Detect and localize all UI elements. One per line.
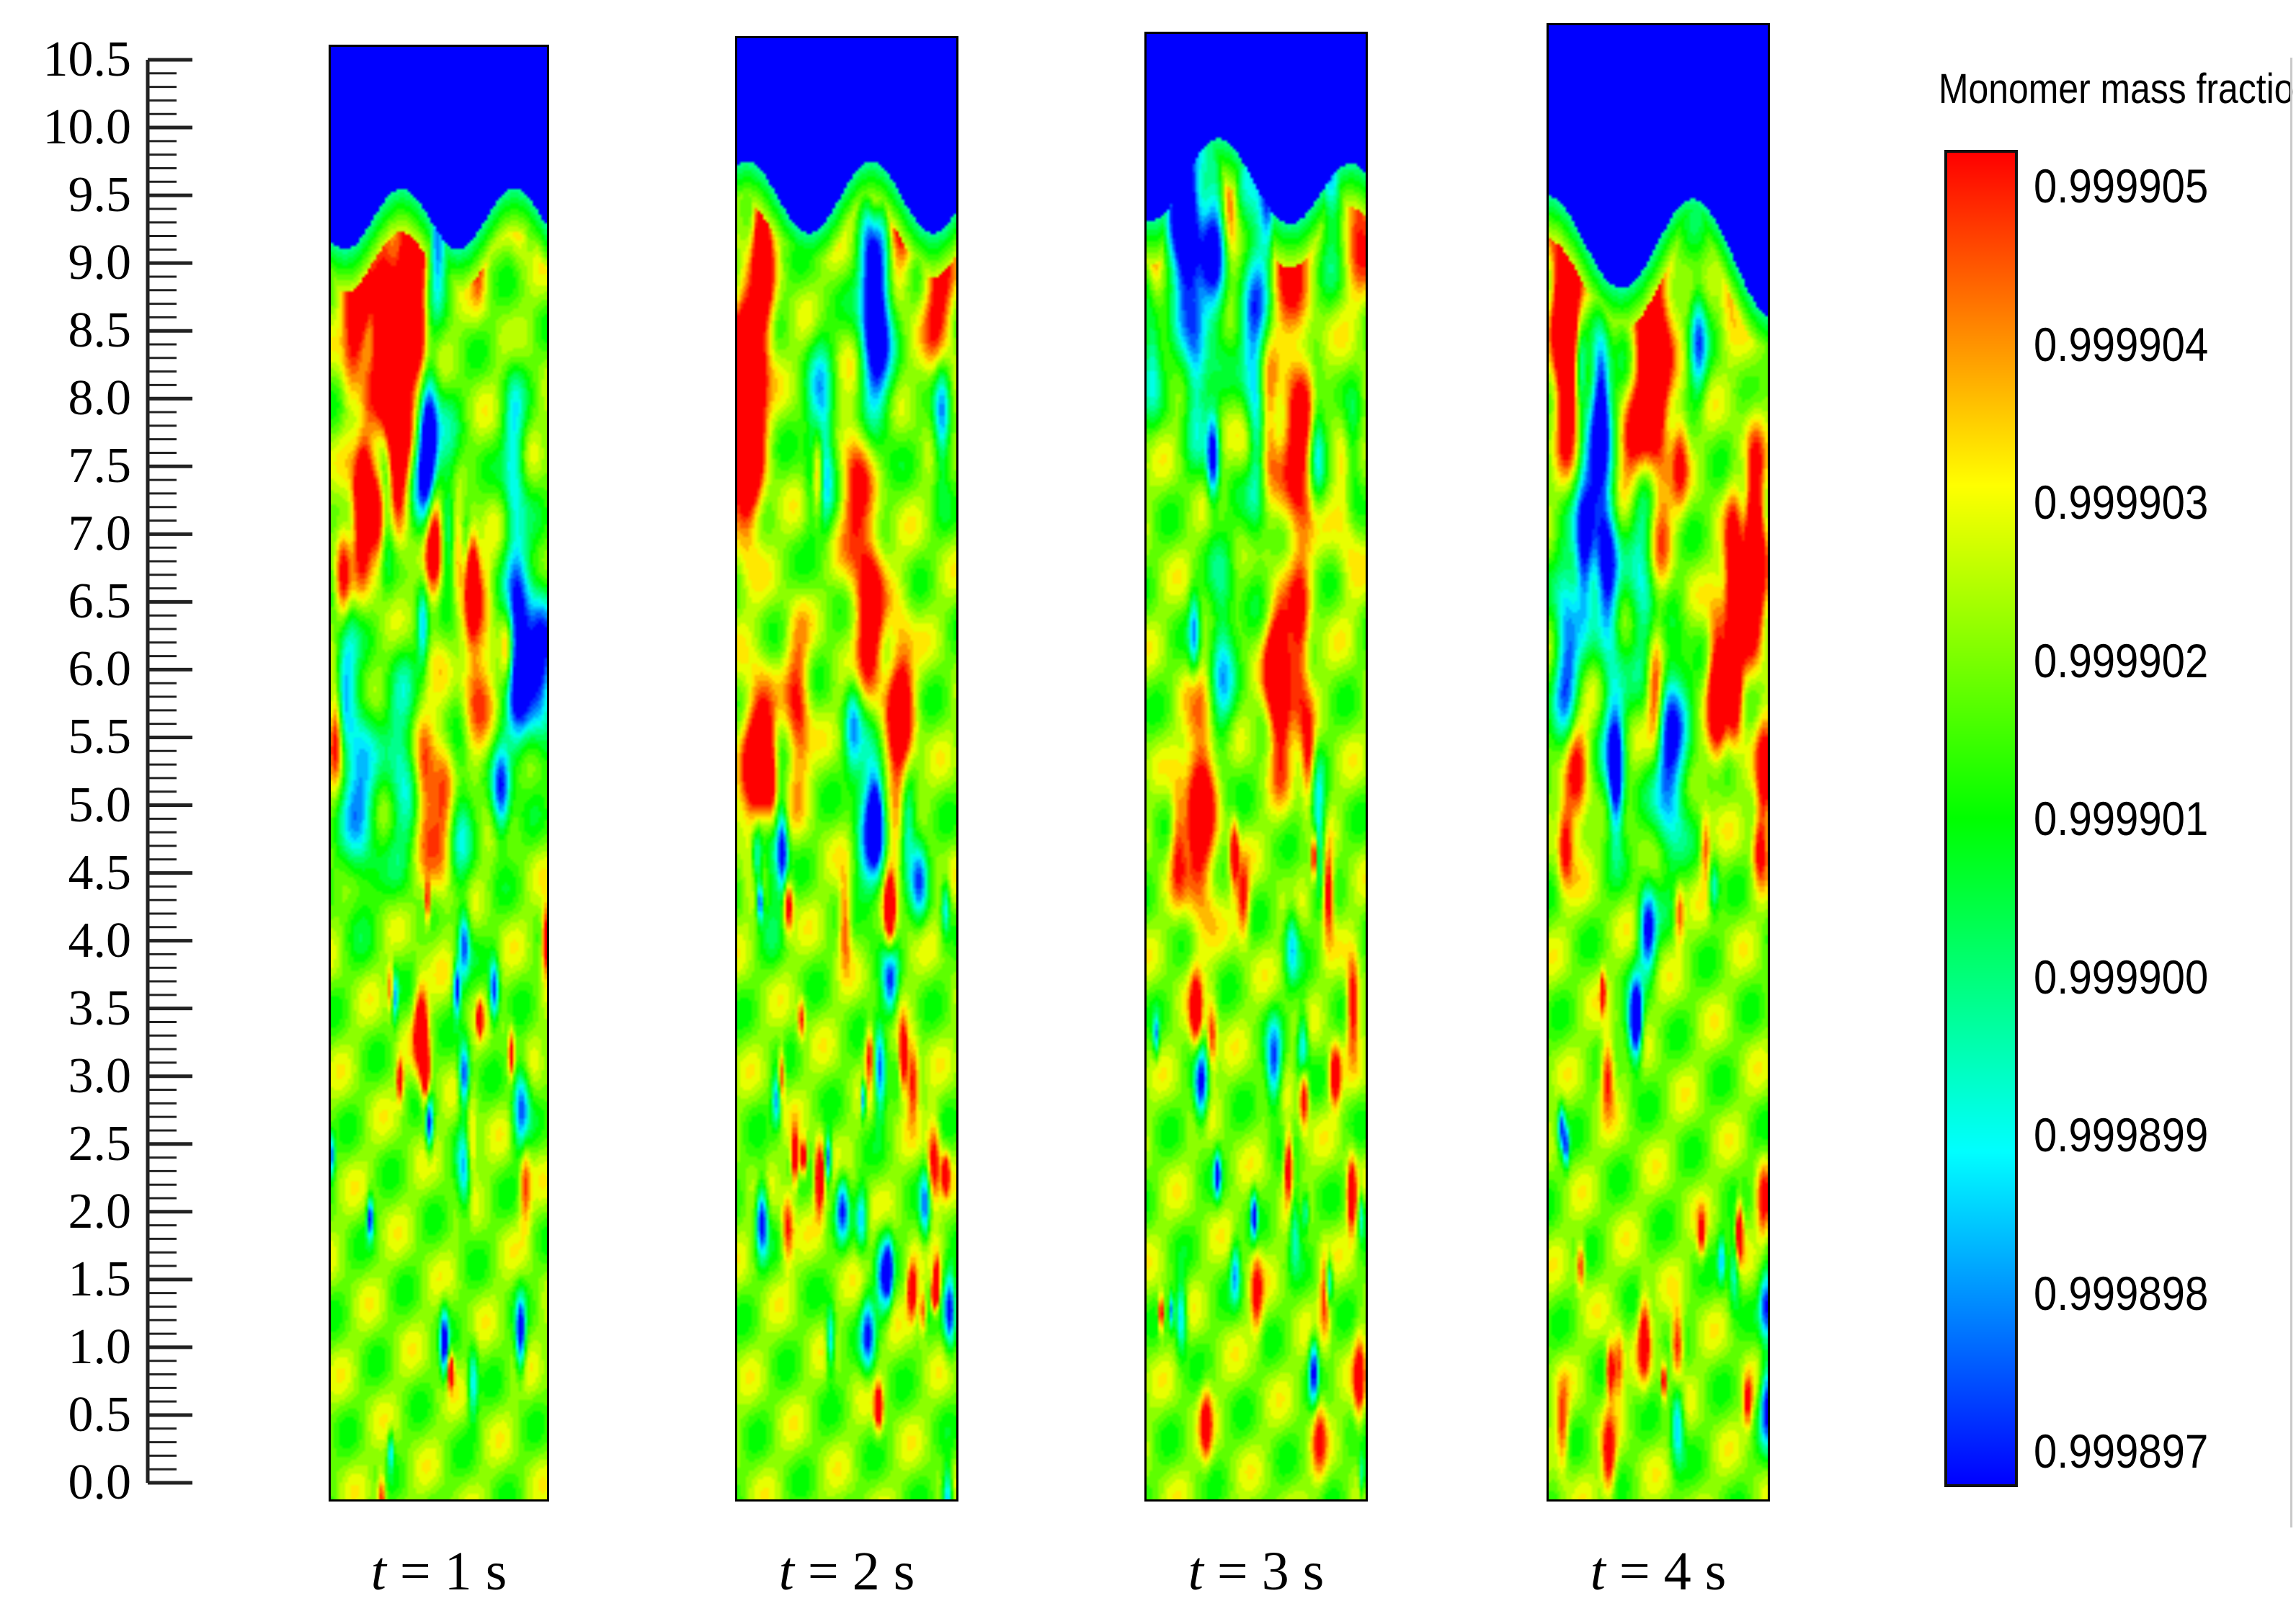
tick-label: 8.0 xyxy=(68,370,132,427)
tick-label: 0.0 xyxy=(68,1455,132,1510)
tick-label: 4.0 xyxy=(68,912,132,968)
axis-ruler xyxy=(146,58,192,1485)
contour-field xyxy=(331,47,547,1499)
tick-label: 3.5 xyxy=(68,980,132,1036)
colorbar-label: 0.999902 xyxy=(2034,633,2209,687)
tick-label: 6.5 xyxy=(68,574,132,630)
tick-label: 7.0 xyxy=(68,506,132,562)
time-label-3: t = 3 s xyxy=(1126,1540,1386,1603)
colorbar-label: 0.999905 xyxy=(2034,159,2209,213)
time-label-2: t = 2 s xyxy=(717,1540,976,1603)
height-axis: 10.5 10.0 9.5 9.0 8.5 8.0 7.5 7.0 6.5 6.0 5.5 5.0 4.… xyxy=(0,0,216,1606)
tick-label: 1.0 xyxy=(68,1319,132,1375)
time-symbol: t xyxy=(1188,1541,1203,1602)
contour-panel-t1 xyxy=(329,45,549,1502)
time-symbol: t xyxy=(370,1541,386,1602)
tick-label: 4.5 xyxy=(68,844,132,901)
colorbar-label: 0.999903 xyxy=(2034,476,2209,529)
contour-panel-t4 xyxy=(1547,23,1770,1502)
time-label-4: t = 4 s xyxy=(1529,1540,1788,1603)
divider xyxy=(2290,58,2292,1527)
colorbar-title: Monomer mass fraction xyxy=(1939,66,2296,112)
time-value: = 1 s xyxy=(386,1541,507,1602)
colorbar-label: 0.999904 xyxy=(2034,317,2209,371)
tick-label: 1.5 xyxy=(68,1251,132,1307)
colorbar-gradient xyxy=(1944,150,2018,1487)
colorbar-label: 0.999898 xyxy=(2034,1266,2209,1320)
tick-label: 5.5 xyxy=(68,709,132,765)
tick-label: 7.5 xyxy=(68,438,132,494)
tick-label: 10.0 xyxy=(43,99,132,156)
tick-label: 9.0 xyxy=(68,235,132,291)
time-symbol: t xyxy=(1590,1541,1606,1602)
time-value: = 4 s xyxy=(1605,1541,1727,1602)
contour-panel-t3 xyxy=(1144,32,1368,1502)
colorbar-label: 0.999897 xyxy=(2034,1424,2209,1478)
time-value: = 3 s xyxy=(1203,1541,1325,1602)
time-value: = 2 s xyxy=(793,1541,915,1602)
tick-label: 8.5 xyxy=(68,303,132,359)
tick-label: 2.0 xyxy=(68,1183,132,1239)
colorbar-label: 0.999900 xyxy=(2034,950,2209,1004)
colorbar-label: 0.999899 xyxy=(2034,1108,2209,1161)
tick-label: 0.5 xyxy=(68,1386,132,1442)
contour-field xyxy=(1147,34,1366,1499)
contour-field xyxy=(1549,25,1768,1499)
tick-label: 2.5 xyxy=(68,1115,132,1172)
time-label-1: t = 1 s xyxy=(309,1540,569,1603)
tick-label: 9.5 xyxy=(68,167,132,223)
time-symbol: t xyxy=(778,1541,794,1602)
tick-label: 6.0 xyxy=(68,641,132,697)
contour-panel-t2 xyxy=(735,36,958,1502)
tick-label: 3.0 xyxy=(68,1048,132,1104)
colorbar-label: 0.999901 xyxy=(2034,792,2209,845)
contour-field xyxy=(737,38,956,1499)
tick-label: 5.0 xyxy=(68,777,132,833)
tick-label: 10.5 xyxy=(43,32,132,87)
